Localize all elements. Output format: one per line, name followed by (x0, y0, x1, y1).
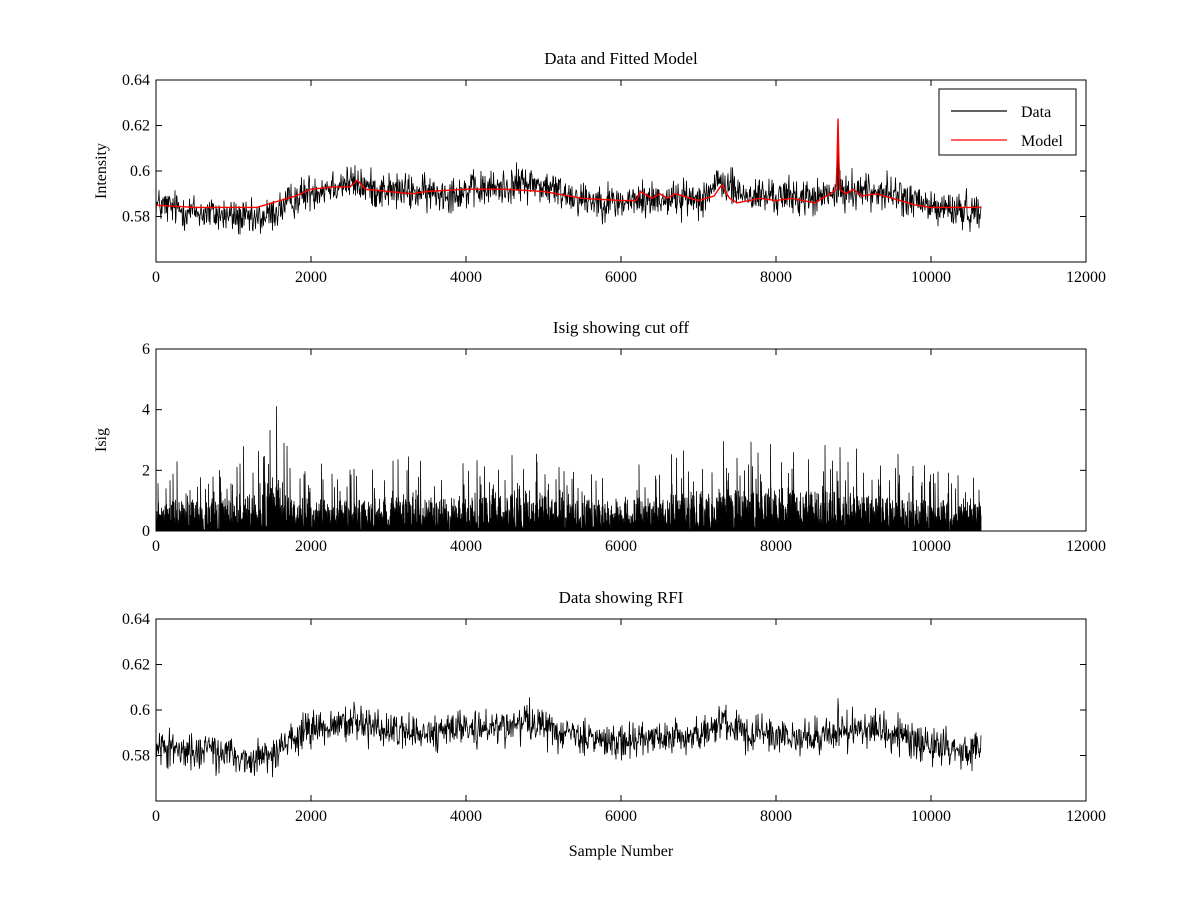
x-axis-label-bottom: Sample Number (569, 843, 674, 860)
subplot-top: 0 2000 4000 6000 8000 10000 12000 0.58 0.6 0.62 0.… (93, 49, 1106, 286)
y-tick-label-middle: 4 (142, 402, 150, 419)
x-tick-label-top: 0 (152, 269, 160, 286)
y-tick-label-middle: 6 (142, 341, 150, 358)
y-tick-label-top: 0.62 (122, 118, 150, 135)
x-tick-label-middle: 0 (152, 538, 160, 555)
x-tick-label-middle: 8000 (760, 538, 792, 555)
legend: Data Model (938, 88, 1077, 156)
x-tick-label-top: 8000 (760, 269, 792, 286)
x-tick-label-bottom: 8000 (760, 808, 792, 825)
chart-title-bottom: Data showing RFI (559, 588, 684, 607)
x-tick-label-middle: 4000 (450, 538, 482, 555)
y-tick-label-middle: 2 (142, 462, 150, 479)
x-tick-label-top: 10000 (911, 269, 951, 286)
y-tick-label-top: 0.58 (122, 209, 150, 226)
x-tick-label-middle: 2000 (295, 538, 327, 555)
x-tick-label-bottom: 0 (152, 808, 160, 825)
x-tick-label-bottom: 6000 (605, 808, 637, 825)
x-tick-label-top: 2000 (295, 269, 327, 286)
y-tick-label-top: 0.6 (130, 163, 150, 180)
legend-label-data: Data (1021, 104, 1051, 121)
chart-title-middle: Isig showing cut off (553, 318, 689, 337)
series-line-model-top (156, 118, 981, 209)
subplot-bottom: 0 2000 4000 6000 8000 10000 12000 0.58 0.6 0.62 0.… (122, 588, 1106, 860)
y-tick-label-bottom: 0.6 (130, 702, 150, 719)
chart-title-top: Data and Fitted Model (544, 49, 698, 68)
x-tick-label-top: 4000 (450, 269, 482, 286)
legend-label-model: Model (1021, 133, 1063, 150)
x-tick-label-middle: 10000 (911, 538, 951, 555)
y-axis-label-top: Intensity (93, 143, 110, 199)
x-tick-label-middle: 12000 (1066, 538, 1106, 555)
series-line-data-top (156, 148, 982, 235)
y-axis-label-middle: Isig (93, 428, 110, 452)
series-line-data-bottom (156, 697, 982, 778)
series-line-isig-middle (156, 406, 982, 531)
subplot-middle: 0 2000 4000 6000 8000 10000 12000 0 2 4 6 Isig show… (93, 318, 1106, 555)
legend-box (938, 88, 1077, 156)
y-tick-label-bottom: 0.58 (122, 748, 150, 765)
x-tick-label-middle: 6000 (605, 538, 637, 555)
x-tick-label-bottom: 4000 (450, 808, 482, 825)
x-tick-label-bottom: 12000 (1066, 808, 1106, 825)
x-tick-label-bottom: 10000 (911, 808, 951, 825)
y-tick-label-middle: 0 (142, 523, 150, 540)
x-tick-label-top: 6000 (605, 269, 637, 286)
y-tick-label-bottom: 0.62 (122, 657, 150, 674)
x-tick-label-top: 12000 (1066, 269, 1106, 286)
y-tick-label-top: 0.64 (122, 72, 150, 89)
y-tick-label-bottom: 0.64 (122, 611, 150, 628)
x-tick-label-bottom: 2000 (295, 808, 327, 825)
